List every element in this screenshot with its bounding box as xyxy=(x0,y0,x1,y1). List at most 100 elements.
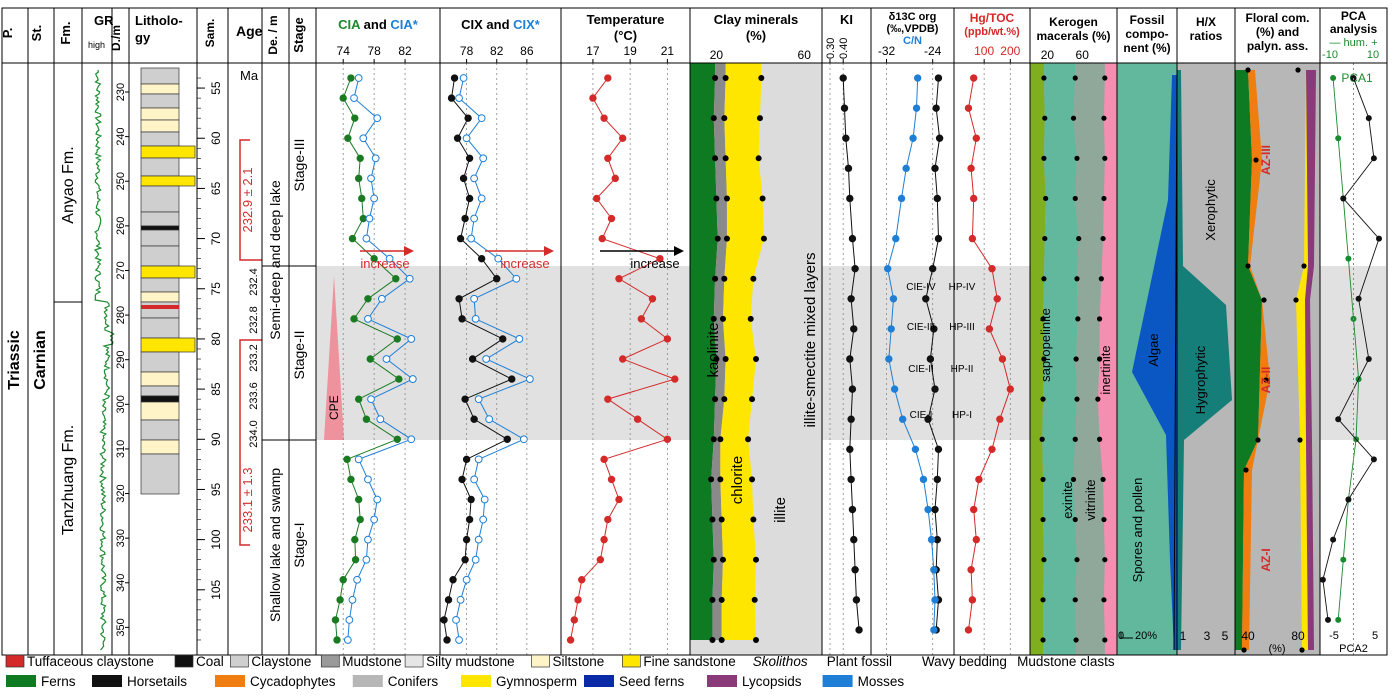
frame xyxy=(1,7,1388,656)
depth-label: 340 xyxy=(115,574,127,592)
data-point xyxy=(351,114,359,122)
vitrinite-label: vitrinite xyxy=(1083,479,1098,520)
kerogen-point xyxy=(1040,396,1046,402)
legend-entry: Coal xyxy=(196,654,224,669)
fossil-title: Fossil xyxy=(1130,13,1165,27)
data-point xyxy=(855,626,863,634)
data-point xyxy=(931,385,939,393)
data-point xyxy=(969,74,978,82)
panel-title-c13-unit: (‰,VPDB) xyxy=(887,23,939,35)
data-point xyxy=(848,505,857,514)
data-point xyxy=(474,455,483,464)
pca-title: PCA xyxy=(1341,9,1367,23)
depth-label: 270 xyxy=(115,261,127,279)
floral-point xyxy=(1263,377,1269,383)
clay-point xyxy=(747,315,754,322)
kerogen-point xyxy=(1070,476,1077,483)
data-point xyxy=(933,194,942,203)
kerogen-point xyxy=(1102,155,1108,161)
clay-point xyxy=(709,596,716,603)
floral-title-3: palyn. ass. xyxy=(1247,39,1308,53)
data-point xyxy=(343,455,351,464)
pca-top-tick: 10 xyxy=(1367,49,1379,61)
clay-point xyxy=(721,396,728,403)
clay-title: Clay minerals xyxy=(714,12,799,27)
kerogen-tick: 20 xyxy=(1041,48,1055,62)
data-point xyxy=(471,314,480,323)
formation-tanzhuang: Tanzhuang Fm. xyxy=(60,425,77,535)
data-point xyxy=(592,194,601,203)
depth-label: 300 xyxy=(115,395,127,413)
kerogen-point xyxy=(1072,75,1078,81)
legend-swatch xyxy=(174,654,194,668)
data-point xyxy=(371,154,380,163)
pca2-point xyxy=(1345,496,1352,503)
pca2-point xyxy=(1319,576,1326,583)
spores-label: Spores and pollen xyxy=(1130,478,1145,583)
data-point xyxy=(470,415,478,423)
data-point xyxy=(474,535,483,544)
depth-label: 350 xyxy=(115,618,127,636)
data-point xyxy=(447,94,456,102)
legend-entry: Conifers xyxy=(388,674,439,689)
cpe-triangle xyxy=(324,276,344,440)
legend-entry: Ferns xyxy=(41,674,76,689)
floral-tick: 40 xyxy=(1241,629,1255,643)
header-stage: Stage xyxy=(291,17,306,52)
kerogen-point xyxy=(1100,235,1106,242)
data-point xyxy=(449,576,457,584)
sapropelinite-label: sapropelinite xyxy=(1038,308,1053,382)
pca-top-tick: -10 xyxy=(1322,49,1338,61)
pca2-point xyxy=(1335,416,1342,423)
cpe-label: CPE xyxy=(327,395,341,420)
lithology-bed xyxy=(140,225,180,231)
sample-label: 95 xyxy=(209,482,223,496)
chlorite-top xyxy=(715,63,726,79)
fossil-scale xyxy=(1120,632,1133,639)
stage-i-label: Stage-I xyxy=(291,522,307,567)
data-point xyxy=(348,595,357,604)
kerogen-point xyxy=(1095,396,1101,402)
arrow-head xyxy=(544,246,554,256)
data-point xyxy=(525,375,534,383)
title-part: and xyxy=(483,17,513,32)
data-point xyxy=(455,295,463,303)
sample-label: 80 xyxy=(209,332,223,346)
pca-legend: — hum. + xyxy=(1330,37,1378,49)
title-part: CIX* xyxy=(513,17,541,32)
sample-label: 90 xyxy=(209,432,223,446)
title-part: and xyxy=(360,17,390,32)
clay-point xyxy=(745,436,752,443)
data-point xyxy=(348,234,357,243)
clay-point xyxy=(718,636,725,643)
data-point xyxy=(362,555,371,564)
lithology-bed xyxy=(140,93,180,109)
kerogen-point xyxy=(1073,637,1079,643)
data-point xyxy=(405,274,414,283)
hx-title: H/X xyxy=(1196,15,1216,29)
clay-point xyxy=(710,556,717,563)
data-point xyxy=(851,566,859,574)
tick-label: 78 xyxy=(367,44,381,58)
header-lith-1: Litholo- xyxy=(135,13,183,28)
data-point xyxy=(846,445,854,454)
depth-label: 230 xyxy=(115,83,127,101)
clay-point xyxy=(749,396,756,403)
data-point xyxy=(356,515,364,524)
data-point xyxy=(993,295,1001,303)
data-point xyxy=(851,264,859,273)
legend-swatch xyxy=(707,675,737,687)
floral-title-2: (%) and xyxy=(1256,25,1299,39)
data-point xyxy=(663,335,672,343)
legend-entry: Plant fossil xyxy=(827,654,892,669)
header-lith-2: gy xyxy=(135,30,151,45)
kerogen-point xyxy=(1101,115,1107,121)
stage-iii-label: Stage-III xyxy=(291,139,307,192)
floral-point xyxy=(1261,297,1267,303)
lithology-bed xyxy=(140,131,180,147)
data-point xyxy=(604,395,612,403)
sample-label: 105 xyxy=(209,579,223,599)
lithology-bed xyxy=(140,317,180,339)
data-point xyxy=(370,254,378,263)
